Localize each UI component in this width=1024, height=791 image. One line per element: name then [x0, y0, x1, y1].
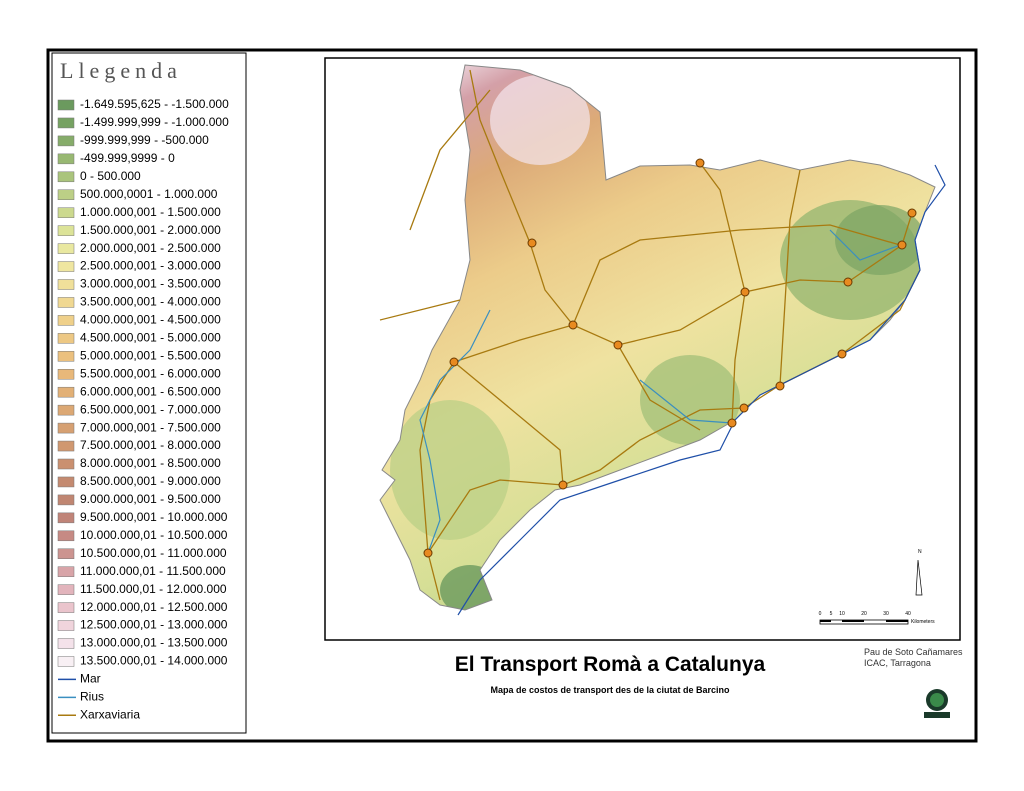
legend-label: 11.500.000,01 - 12.000.000: [80, 582, 227, 596]
scale-unit: Kilometers: [911, 619, 935, 625]
scale-segment: [842, 620, 864, 622]
legend-label: Mar: [80, 672, 101, 686]
scale-segment: [820, 620, 831, 622]
legend-swatch: [57, 225, 75, 236]
scale-label: 10: [839, 611, 845, 617]
north-label: N: [918, 549, 922, 555]
legend-swatch: [57, 422, 75, 434]
legend-swatch: [57, 369, 75, 380]
legend-label: 6.500.000,001 - 7.000.000: [80, 402, 221, 416]
legend-swatch: [57, 386, 75, 398]
legend-label: 11.000.000,01 - 11.500.000: [80, 564, 226, 578]
legend-swatch: [57, 404, 75, 416]
legend-label: 9.000.000,001 - 9.500.000: [80, 492, 221, 506]
legend-swatch: [57, 189, 75, 200]
map-title: El Transport Romà a Catalunya: [455, 653, 766, 676]
map-subtitle: Mapa de costos de transport des de la ci…: [490, 685, 730, 695]
legend-swatch: [57, 512, 75, 524]
legend-label: 12.000.000,01 - 12.500.000: [80, 600, 228, 614]
legend-label: 7.500.000,001 - 8.000.000: [80, 438, 221, 452]
scale-label: 20: [861, 611, 867, 617]
legend-swatch: [57, 476, 75, 488]
legend-swatch: [57, 351, 75, 362]
credit-institution: ICAC, Tarragona: [864, 658, 931, 668]
legend-swatch: [57, 99, 75, 111]
legend-label: 10.500.000,01 - 11.000.000: [80, 546, 227, 560]
legend-label: 3.000.000,001 - 3.500.000: [80, 277, 221, 291]
legend-label: 8.000.000,001 - 8.500.000: [80, 456, 221, 470]
legend-swatch: [57, 440, 75, 452]
credit-author: Pau de Soto Cañamares: [864, 647, 963, 657]
legend-swatch: [57, 261, 75, 272]
legend-swatch: [57, 297, 75, 308]
scale-label: 30: [883, 611, 889, 617]
page-frame: [46, 48, 978, 743]
legend-label: 7.000.000,001 - 7.500.000: [80, 420, 221, 434]
legend: -1.649.595,625 - -1.500.000 -1.499.999,99…: [57, 97, 229, 721]
scale-label: 5: [830, 611, 833, 617]
legend-label: 5.000.000,001 - 5.500.000: [80, 348, 221, 362]
legend-swatch: [57, 584, 75, 595]
legend-label: -499.999,9999 - 0: [80, 151, 175, 165]
legend-title: Llegenda: [60, 58, 182, 83]
legend-label: 8.500.000,001 - 9.000.000: [80, 474, 221, 488]
legend-swatch: [57, 333, 75, 344]
scale-label: 40: [905, 611, 911, 617]
legend-label: -999.999,999 - -500.000: [80, 133, 209, 147]
legend-swatch: [57, 243, 75, 254]
legend-swatch: [57, 602, 75, 613]
legend-label: 1.000.000,001 - 1.500.000: [80, 205, 221, 219]
legend-swatch: [57, 117, 75, 129]
legend-label: 0 - 500.000: [80, 169, 141, 183]
legend-swatch: [57, 207, 75, 218]
legend-label: 500.000,0001 - 1.000.000: [80, 187, 218, 201]
legend-label: -1.499.999,999 - -1.000.000: [80, 115, 229, 129]
legend-swatch: [57, 638, 75, 649]
legend-label: 13.500.000,01 - 14.000.000: [80, 654, 228, 668]
legend-swatch: [57, 620, 75, 631]
legend-swatch: [57, 530, 75, 542]
legend-label: 5.500.000,001 - 6.000.000: [80, 366, 221, 380]
cities: [423, 158, 917, 558]
north-arrow: [915, 559, 923, 596]
legend-label: 13.000.000,01 - 13.500.000: [80, 636, 228, 650]
legend-label: 4.000.000,001 - 4.500.000: [80, 313, 221, 327]
legend-label: 2.500.000,001 - 3.000.000: [80, 259, 221, 273]
scale-label: 0: [819, 611, 822, 617]
legend-label: Xarxaviaria: [80, 707, 140, 721]
legend-swatch: [57, 315, 75, 326]
legend-swatch: [57, 171, 75, 183]
legend-label: -1.649.595,625 - -1.500.000: [80, 97, 229, 111]
legend-swatch: [57, 656, 75, 667]
legend-swatch: [57, 153, 75, 165]
legend-label: 6.000.000,001 - 6.500.000: [80, 384, 221, 398]
legend-label: 3.500.000,001 - 4.000.000: [80, 295, 221, 309]
legend-label: 4.500.000,001 - 5.000.000: [80, 331, 221, 345]
legend-label: 9.500.000,001 - 10.000.000: [80, 510, 228, 524]
legend-label: 2.000.000,001 - 2.500.000: [80, 241, 221, 255]
legend-label: 1.500.000,001 - 2.000.000: [80, 223, 221, 237]
legend-swatch: [57, 566, 75, 577]
scale-segment: [886, 620, 908, 622]
legend-swatch: [57, 279, 75, 290]
legend-label: 10.000.000,01 - 10.500.000: [80, 528, 228, 542]
legend-box: [51, 52, 247, 734]
legend-swatch: [57, 548, 75, 559]
rivers: [419, 164, 946, 616]
legend-label: 12.500.000,01 - 13.000.000: [80, 618, 228, 632]
legend-label: Rius: [80, 690, 104, 704]
legend-swatch: [57, 135, 75, 147]
legend-swatch: [57, 494, 75, 506]
logo: [924, 689, 950, 718]
legend-swatch: [57, 458, 75, 470]
